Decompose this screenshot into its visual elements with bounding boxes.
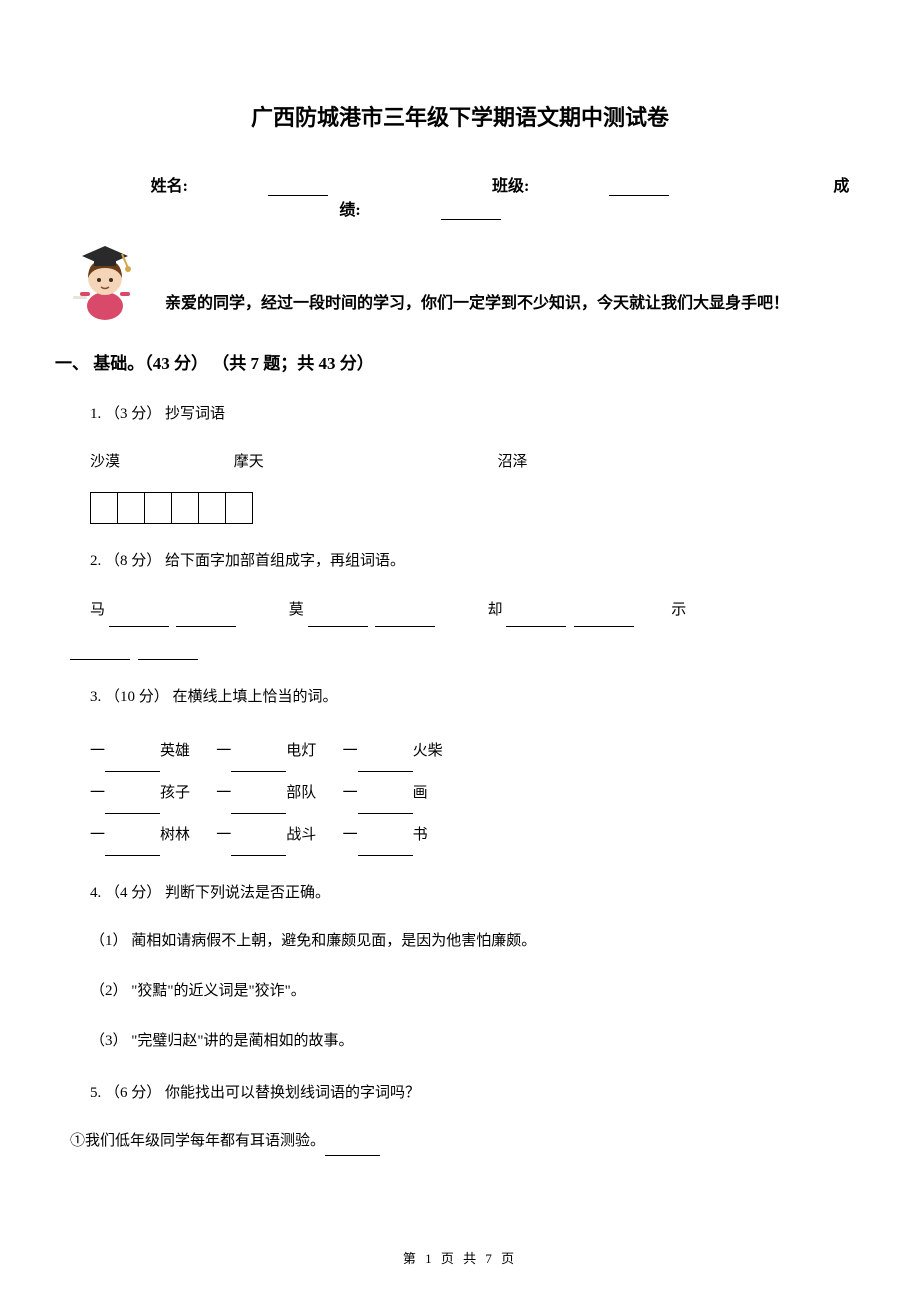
page-footer: 第 1 页 共 7 页	[0, 1248, 920, 1267]
q3-row-2: 一孩子 一部队 一画	[90, 772, 850, 814]
q3-row-1: 一英雄 一电灯 一火柴	[90, 730, 850, 772]
class-blank[interactable]	[609, 180, 669, 196]
q2-blank[interactable]	[70, 646, 130, 660]
q2-stem: 2. （8 分） 给下面字加部首组成字，再组词语。	[90, 546, 850, 576]
q2-blank[interactable]	[138, 646, 198, 660]
question-4: 4. （4 分） 判断下列说法是否正确。 （1） 蔺相如请病假不上朝，避免和廉颇…	[70, 878, 850, 1056]
question-2: 2. （8 分） 给下面字加部首组成字，再组词语。 马 莫 却 示	[70, 546, 850, 660]
q3-blank[interactable]	[358, 800, 413, 814]
q2-blank[interactable]	[176, 613, 236, 627]
q3-blank[interactable]	[358, 758, 413, 772]
class-field: 班级:	[452, 178, 709, 195]
intro-text: 亲爱的同学，经过一段时间的学习，你们一定学到不少知识，今天就让我们大显身手吧！	[70, 260, 850, 319]
q2-row-2	[70, 627, 850, 660]
q1-stem: 1. （3 分） 抄写词语	[90, 399, 850, 429]
q3-blank[interactable]	[358, 842, 413, 856]
q2-row: 马 莫 却 示	[90, 594, 850, 627]
q3-blank[interactable]	[231, 758, 286, 772]
q1-answer-boxes[interactable]	[90, 492, 850, 524]
q3-blank[interactable]	[105, 758, 160, 772]
section-1-header: 一、 基础。（43 分） （共 7 题；共 43 分）	[55, 349, 850, 374]
q4-stem: 4. （4 分） 判断下列说法是否正确。	[90, 878, 850, 908]
q2-blank[interactable]	[308, 613, 368, 627]
q3-blank[interactable]	[105, 800, 160, 814]
q3-blank[interactable]	[231, 800, 286, 814]
q3-blank[interactable]	[105, 842, 160, 856]
q3-stem: 3. （10 分） 在横线上填上恰当的词。	[90, 682, 850, 712]
q1-words: 沙漠 摩天 沼泽	[90, 447, 850, 477]
q3-blank[interactable]	[231, 842, 286, 856]
q2-blank[interactable]	[506, 613, 566, 627]
q5-blank[interactable]	[325, 1142, 380, 1156]
q4-sub-3: （3） "完璧归赵"讲的是蔺相如的故事。	[90, 1026, 850, 1056]
q2-blank[interactable]	[574, 613, 634, 627]
q4-sub-2: （2） "狡黠"的近义词是"狡诈"。	[90, 976, 850, 1006]
name-field: 姓名:	[111, 178, 368, 195]
q2-blank[interactable]	[375, 613, 435, 627]
score-blank[interactable]	[441, 204, 501, 220]
question-3: 3. （10 分） 在横线上填上恰当的词。 一英雄 一电灯 一火柴 一孩子 一部…	[70, 682, 850, 856]
q5-sub-1: ①我们低年级同学每年都有耳语测验。	[70, 1126, 850, 1156]
q3-row-3: 一树林 一战斗 一书	[90, 814, 850, 856]
student-avatar-icon	[70, 240, 140, 320]
intro-section: 亲爱的同学，经过一段时间的学习，你们一定学到不少知识，今天就让我们大显身手吧！	[70, 260, 850, 319]
q5-stem: 5. （6 分） 你能找出可以替换划线词语的字词吗？	[90, 1078, 850, 1108]
name-blank[interactable]	[268, 180, 328, 196]
exam-title: 广西防城港市三年级下学期语文期中测试卷	[70, 100, 850, 132]
q2-blank[interactable]	[109, 613, 169, 627]
info-row: 姓名: 班级: 成绩:	[70, 172, 850, 220]
question-5: 5. （6 分） 你能找出可以替换划线词语的字词吗？ ①我们低年级同学每年都有耳…	[70, 1078, 850, 1156]
q4-sub-1: （1） 蔺相如请病假不上朝，避免和廉颇见面，是因为他害怕廉颇。	[90, 926, 850, 956]
question-1: 1. （3 分） 抄写词语 沙漠 摩天 沼泽	[70, 399, 850, 524]
